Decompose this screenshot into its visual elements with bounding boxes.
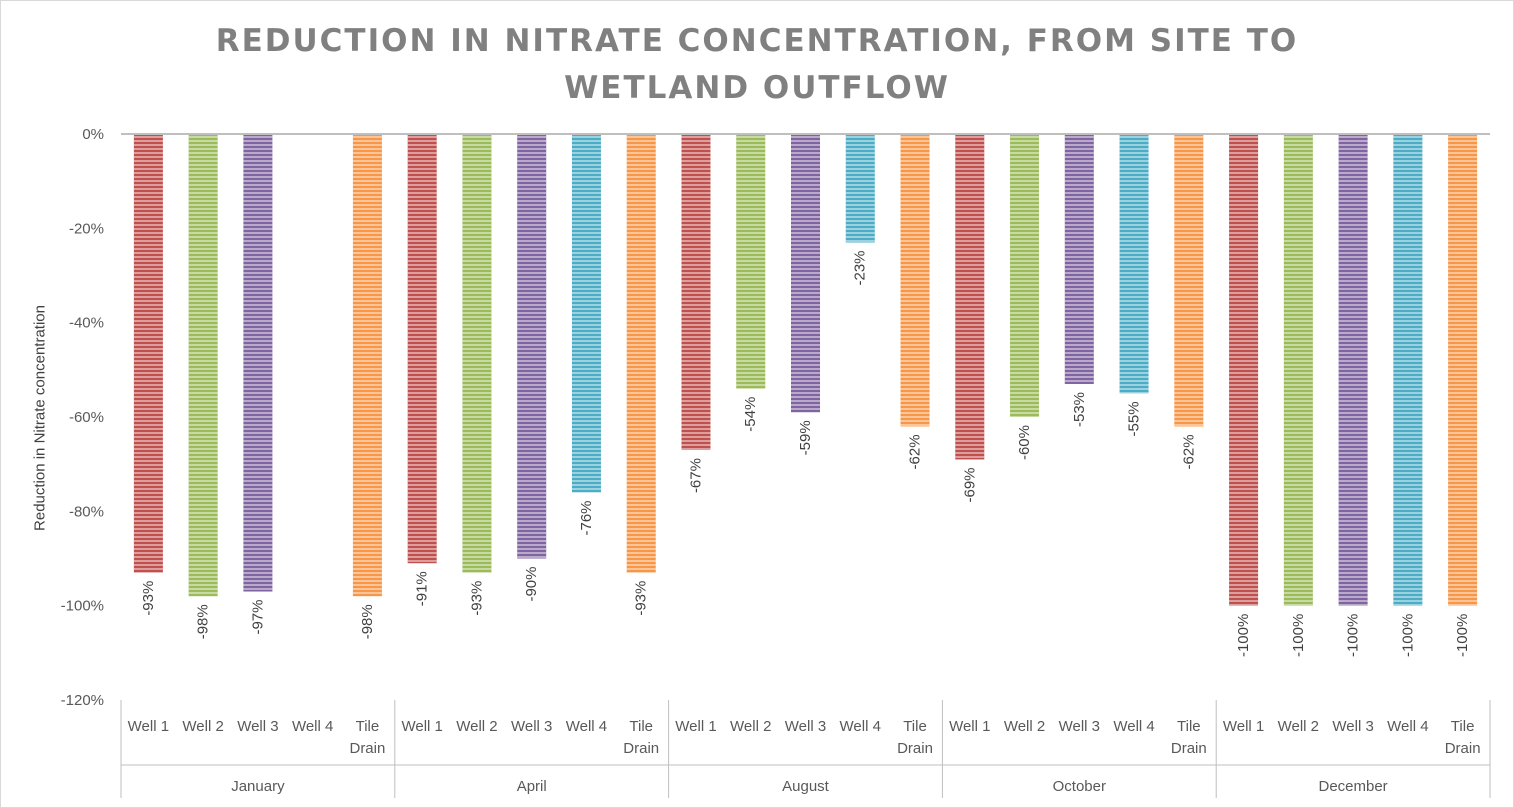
chart-title: REDUCTION IN NITRATE CONCENTRATION, FROM… xyxy=(0,18,1514,112)
data-label: -53% xyxy=(1071,392,1088,427)
x-category-label: Drain xyxy=(1171,740,1207,757)
x-category-label: Well 3 xyxy=(237,718,278,735)
x-category-label: Well 4 xyxy=(566,718,607,735)
data-label: -60% xyxy=(1016,425,1033,460)
y-tick-label: -40% xyxy=(69,315,104,332)
data-label: -59% xyxy=(797,420,814,455)
x-category-label: Well 4 xyxy=(1387,718,1428,735)
x-category-label: Well 2 xyxy=(456,718,497,735)
x-category-label: Well 1 xyxy=(401,718,442,735)
data-label: -93% xyxy=(633,581,650,616)
bar-stripes xyxy=(736,134,766,389)
y-tick-label: -80% xyxy=(69,503,104,520)
x-category-label: Well 1 xyxy=(128,718,169,735)
bar-stripes xyxy=(955,134,985,460)
data-label: -23% xyxy=(852,250,869,285)
data-label: -98% xyxy=(195,604,212,639)
data-label: -91% xyxy=(414,571,431,606)
x-category-label: Tile xyxy=(903,718,927,735)
data-label: -62% xyxy=(907,434,924,469)
x-category-label: Well 2 xyxy=(1004,718,1045,735)
x-category-label: Well 2 xyxy=(1278,718,1319,735)
bar-stripes xyxy=(188,134,218,597)
data-label: -67% xyxy=(687,458,704,493)
data-label: -76% xyxy=(578,500,595,535)
bar-stripes xyxy=(1283,134,1313,606)
bar-stripes xyxy=(626,134,656,573)
x-category-label: Tile xyxy=(1451,718,1475,735)
x-group-label: January xyxy=(231,778,285,795)
bar-stripes xyxy=(1448,134,1478,606)
x-category-label: Well 1 xyxy=(1223,718,1264,735)
bar-stripes xyxy=(845,134,875,243)
data-label: -54% xyxy=(742,397,759,432)
data-label: -100% xyxy=(1345,614,1362,657)
bar-stripes xyxy=(1119,134,1149,394)
x-group-label: August xyxy=(782,778,830,795)
bar-stripes xyxy=(681,134,711,451)
bar-stripes xyxy=(462,134,492,573)
x-category-label: Well 4 xyxy=(1113,718,1154,735)
x-category-label: Drain xyxy=(623,740,659,757)
chart-title-line-1: REDUCTION IN NITRATE CONCENTRATION, FROM… xyxy=(215,23,1299,59)
x-category-label: Drain xyxy=(349,740,385,757)
bar-stripes xyxy=(571,134,601,493)
bar-stripes xyxy=(900,134,930,427)
data-label: -98% xyxy=(359,604,376,639)
x-group-label: December xyxy=(1318,778,1387,795)
y-tick-label: -120% xyxy=(61,692,104,709)
x-category-label: Well 1 xyxy=(949,718,990,735)
bar-stripes xyxy=(407,134,437,564)
x-category-label: Well 4 xyxy=(292,718,333,735)
y-tick-label: -60% xyxy=(69,409,104,426)
y-tick-label: 0% xyxy=(82,126,104,143)
bar-stripes xyxy=(1064,134,1094,384)
x-group-label: April xyxy=(517,778,547,795)
bar-stripes xyxy=(791,134,820,413)
x-category-label: Drain xyxy=(897,740,933,757)
x-category-label: Drain xyxy=(1445,740,1481,757)
bar-stripes xyxy=(243,134,273,592)
bar-stripes xyxy=(517,134,547,559)
data-label: -100% xyxy=(1290,614,1307,657)
chart-title-line-2: WETLAND OUTFLOW xyxy=(564,70,950,106)
data-label: -93% xyxy=(468,581,485,616)
data-label: -69% xyxy=(961,467,978,502)
x-category-label: Well 3 xyxy=(1332,718,1373,735)
x-category-label: Tile xyxy=(1177,718,1201,735)
bar-stripes xyxy=(1229,134,1259,606)
y-tick-label: -20% xyxy=(69,220,104,237)
data-label: -100% xyxy=(1399,614,1416,657)
x-category-label: Tile xyxy=(629,718,653,735)
bar-stripes xyxy=(1010,134,1040,417)
bar-stripes xyxy=(133,134,163,573)
y-tick-label: -100% xyxy=(61,598,104,615)
bar-stripes xyxy=(1174,134,1204,427)
data-label: -100% xyxy=(1454,614,1471,657)
bar-stripes xyxy=(1393,134,1423,606)
x-category-label: Well 2 xyxy=(730,718,771,735)
data-label: -93% xyxy=(140,581,157,616)
x-category-label: Well 4 xyxy=(840,718,881,735)
data-label: -55% xyxy=(1126,401,1143,436)
x-group-label: October xyxy=(1053,778,1106,795)
x-category-label: Well 3 xyxy=(1059,718,1100,735)
x-category-label: Tile xyxy=(356,718,380,735)
x-category-label: Well 3 xyxy=(511,718,552,735)
x-category-label: Well 1 xyxy=(675,718,716,735)
data-label: -97% xyxy=(249,600,266,635)
data-label: -90% xyxy=(523,567,540,602)
data-label: -62% xyxy=(1180,434,1197,469)
x-category-label: Well 3 xyxy=(785,718,826,735)
x-category-label: Well 2 xyxy=(182,718,223,735)
bar-stripes xyxy=(352,134,382,597)
bar-stripes xyxy=(1338,134,1368,606)
data-label: -100% xyxy=(1235,614,1252,657)
